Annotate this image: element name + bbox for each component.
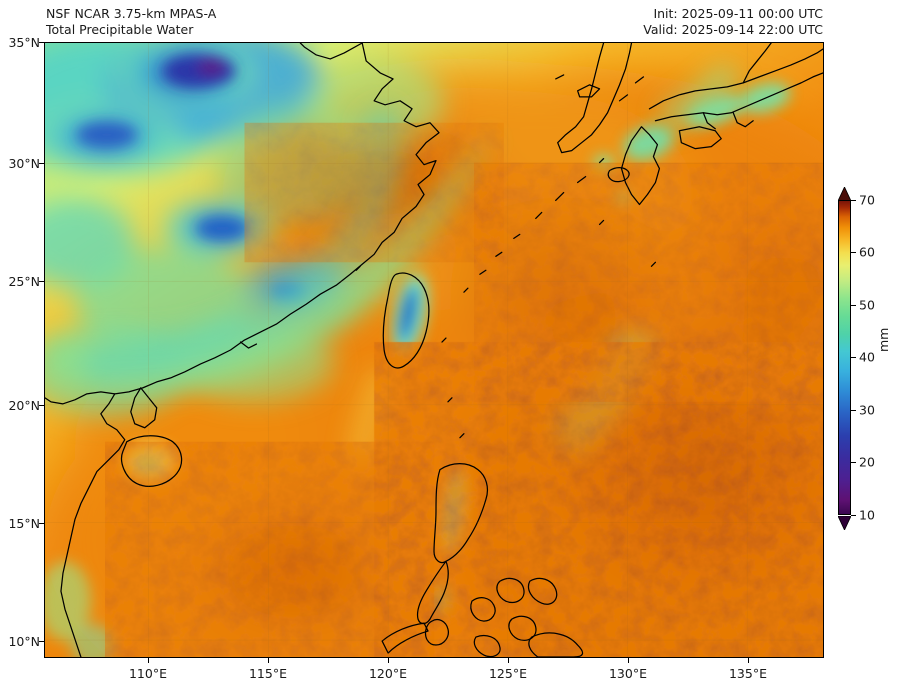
xtick-label-130E: 130°E — [608, 666, 647, 681]
tpw-field — [45, 43, 823, 657]
convective-cell-speckle — [104, 122, 823, 657]
colorbar-label-40: 40 — [859, 349, 875, 365]
ytick-label-35N: 35°N — [8, 35, 40, 50]
colorbar-tick — [851, 305, 856, 306]
colorbar-tick — [851, 252, 856, 253]
xtick-label-115E: 115°E — [248, 666, 287, 681]
ytick-mark — [39, 42, 44, 43]
time-stamps: Init: 2025-09-11 00:00 UTC Valid: 2025-0… — [643, 6, 823, 38]
colorbar-tick — [851, 410, 856, 411]
colorbar-unit-label: mm — [876, 327, 891, 352]
ytick-label-15N: 15°N — [8, 516, 40, 531]
graticule — [45, 43, 823, 657]
colorbar-tick — [851, 200, 856, 201]
colorbar-tick — [851, 462, 856, 463]
xtick-label-125E: 125°E — [488, 666, 527, 681]
colorbar-max-arrow — [837, 186, 852, 202]
colorbar-label-50: 50 — [859, 297, 875, 313]
colorbar-label-60: 60 — [859, 244, 875, 260]
ytick-mark — [39, 641, 44, 642]
valid-time: Valid: 2025-09-14 22:00 UTC — [643, 22, 823, 37]
ytick-label-30N: 30°N — [8, 156, 40, 171]
ytick-mark — [39, 163, 44, 164]
ytick-mark — [39, 405, 44, 406]
colorbar-label-30: 30 — [859, 402, 875, 418]
xtick-mark — [268, 658, 269, 663]
ytick-mark — [39, 281, 44, 282]
tpw-map-panel — [44, 42, 824, 658]
colorbar-label-20: 20 — [859, 454, 875, 470]
xtick-mark — [508, 658, 509, 663]
colorbar-tick — [851, 357, 856, 358]
model-name: NSF NCAR 3.75-km MPAS-A — [46, 6, 217, 21]
xtick-label-120E: 120°E — [368, 666, 407, 681]
ytick-mark — [39, 523, 44, 524]
colorbar-label-70: 70 — [859, 192, 875, 208]
colorbar — [838, 200, 851, 515]
coastlines — [45, 43, 823, 657]
colorbar-label-10: 10 — [859, 507, 875, 523]
colorbar-tick — [851, 515, 856, 516]
xtick-mark — [388, 658, 389, 663]
init-time: Init: 2025-09-11 00:00 UTC — [653, 6, 823, 21]
xtick-label-110E: 110°E — [128, 666, 167, 681]
xtick-label-135E: 135°E — [728, 666, 767, 681]
ytick-label-25N: 25°N — [8, 274, 40, 289]
model-title: NSF NCAR 3.75-km MPAS-A Total Precipitab… — [46, 6, 216, 38]
taiwan-dry-core — [391, 273, 429, 356]
xtick-mark — [748, 658, 749, 663]
xtick-mark — [148, 658, 149, 663]
ytick-label-20N: 20°N — [8, 398, 40, 413]
colorbar-min-arrow — [837, 515, 852, 531]
field-name: Total Precipitable Water — [46, 22, 194, 37]
xtick-mark — [628, 658, 629, 663]
ytick-label-10N: 10°N — [8, 634, 40, 649]
